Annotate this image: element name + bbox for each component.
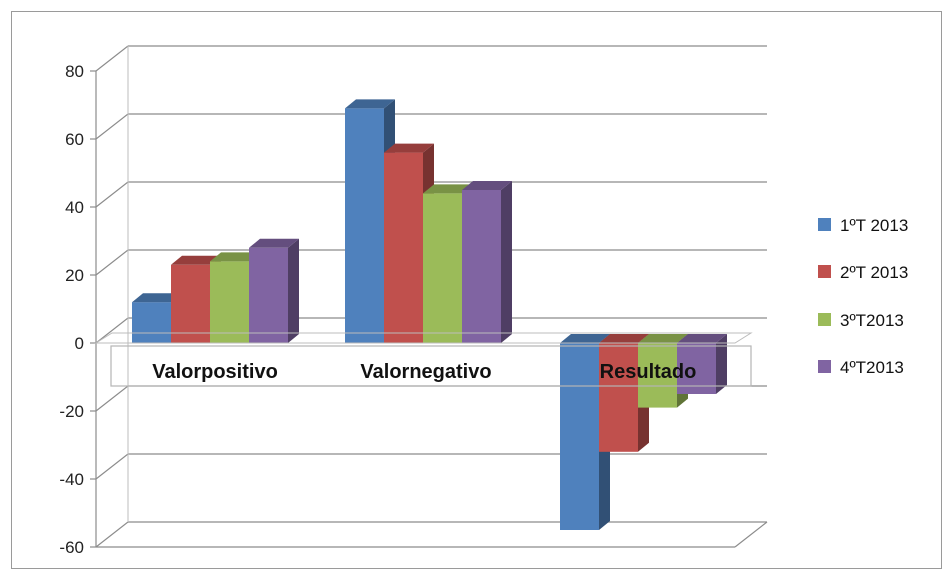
y-tick-label: 0: [75, 334, 84, 353]
legend-label: 3ºT2013: [840, 311, 904, 330]
legend-label: 1ºT 2013: [840, 216, 908, 235]
bar-front: [384, 152, 423, 343]
gridline-wall: [95, 45, 129, 72]
bar-top: [462, 181, 512, 190]
legend-swatch: [818, 360, 831, 373]
y-axis-tick-labels: -60 -40 -20 0 20 40 60 80: [59, 62, 84, 557]
bars: [132, 99, 727, 530]
bar-top: [423, 184, 473, 194]
bar-top: [599, 334, 649, 343]
category-label: Valorpositivo: [152, 361, 278, 383]
y-tick-label: 40: [65, 198, 84, 217]
legend: 1ºT 2013 2ºT 2013 3ºT2013 4ºT2013: [818, 216, 908, 377]
bar-top: [171, 255, 221, 265]
bar-front: [638, 343, 677, 408]
legend-item: 1ºT 2013: [818, 216, 908, 235]
gridline-wall: [95, 249, 129, 276]
legend-label: 2ºT 2013: [840, 263, 908, 282]
bar-side: [716, 334, 727, 394]
legend-swatch: [818, 265, 831, 278]
category-label: Resultado: [600, 361, 697, 383]
gridline-wall: [95, 113, 129, 140]
legend-swatch: [818, 218, 831, 231]
bar-front: [599, 343, 638, 452]
bar-top: [249, 238, 299, 248]
y-tick-label: 20: [65, 266, 84, 285]
bar-front: [462, 190, 501, 343]
legend-item: 4ºT2013: [818, 358, 904, 377]
bar: [462, 181, 512, 343]
bar-front: [210, 261, 249, 343]
legend-label: 4ºT2013: [840, 358, 904, 377]
category-label-box: [110, 345, 752, 387]
gridline-wall: [95, 521, 129, 548]
category-axis: Valorpositivo Valornegativo Resultado: [94, 332, 753, 387]
bar-top: [132, 293, 182, 303]
y-tick-label: -20: [59, 402, 84, 421]
category-label: Valornegativo: [360, 361, 491, 383]
bar-front: [249, 247, 288, 343]
bar-front: [132, 302, 171, 343]
bar-top: [677, 334, 727, 343]
bar-side: [288, 238, 299, 343]
gridline-wall: [95, 453, 129, 480]
y-tick-label: -60: [59, 538, 84, 557]
y-tick-label: -40: [59, 470, 84, 489]
y-tick-label: 80: [65, 62, 84, 81]
bar: [599, 334, 649, 452]
legend-swatch: [818, 313, 831, 326]
bar-front: [171, 264, 210, 343]
y-tick-label: 60: [65, 130, 84, 149]
legend-item: 2ºT 2013: [818, 263, 908, 282]
bar-top: [560, 334, 610, 343]
bar-front: [345, 108, 384, 344]
bar-top: [345, 99, 395, 109]
gridline-wall: [95, 181, 129, 208]
bar-front: [423, 193, 462, 343]
bar-side: [501, 181, 512, 343]
gridline-wall: [95, 385, 129, 412]
legend-item: 3ºT2013: [818, 311, 904, 330]
bar-top: [384, 143, 434, 153]
gridline-wall: [95, 317, 129, 344]
bar-top: [210, 252, 260, 262]
bar: [249, 238, 299, 343]
floor-edge: [734, 521, 768, 548]
bar-front: [560, 343, 599, 530]
category-plane-top: [94, 332, 753, 344]
y-axis: [90, 46, 129, 548]
bar-top: [638, 334, 688, 343]
